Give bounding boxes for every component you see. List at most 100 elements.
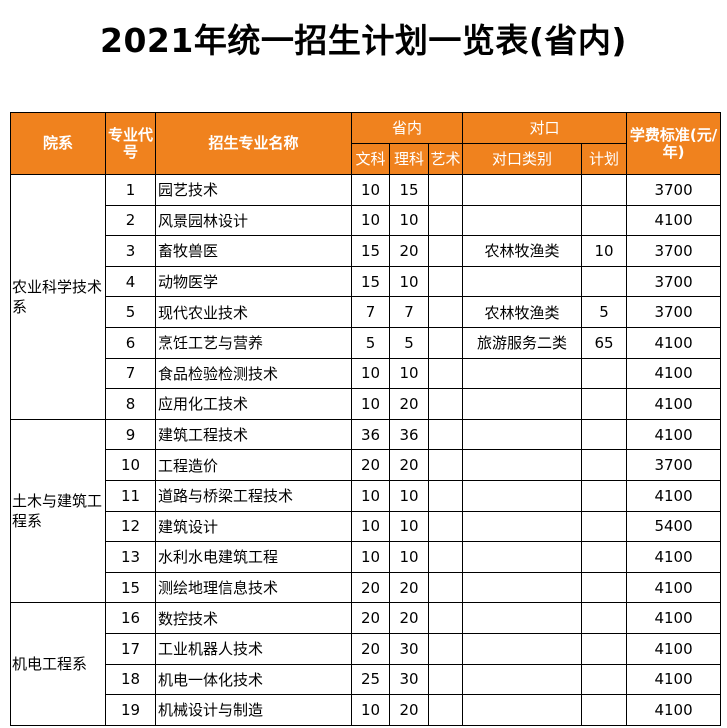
major-cell: 道路与桥梁工程技术 <box>155 479 352 512</box>
science-count-cell: 10 <box>389 479 429 512</box>
duikou-category-cell <box>462 418 583 451</box>
arts-count-cell: 7 <box>351 296 390 328</box>
header-arts: 文科 <box>351 143 390 175</box>
art-count-cell <box>427 204 464 237</box>
major-cell: 动物医学 <box>155 265 352 298</box>
duikou-category-cell <box>462 632 583 665</box>
code-cell: 5 <box>105 296 156 328</box>
arts-count-cell: 20 <box>351 449 390 481</box>
header-major: 招生专业名称 <box>155 112 352 175</box>
duikou-category-cell: 旅游服务二类 <box>462 326 583 359</box>
duikou-category-cell <box>462 663 583 696</box>
science-count-cell: 10 <box>389 357 429 390</box>
art-count-cell <box>427 388 464 420</box>
major-cell: 烹饪工艺与营养 <box>155 326 352 359</box>
arts-count-cell: 10 <box>351 541 390 573</box>
fee-cell: 4100 <box>626 388 722 420</box>
science-count-cell: 10 <box>389 541 429 573</box>
code-cell: 2 <box>105 204 156 237</box>
science-count-cell: 15 <box>389 174 429 206</box>
code-cell: 18 <box>105 663 156 696</box>
table-row: 5 现代农业技术 7 7 农林牧渔类 5 3700 <box>11 296 722 328</box>
fee-cell: 4100 <box>626 541 722 573</box>
code-cell: 12 <box>105 510 156 543</box>
header-art: 艺术 <box>427 143 464 175</box>
duikou-category-cell: 农林牧渔类 <box>462 235 583 267</box>
art-count-cell <box>427 174 464 206</box>
science-count-cell: 30 <box>389 632 429 665</box>
dept-cell: 农业科学技术系 <box>10 174 106 420</box>
art-count-cell <box>427 571 464 604</box>
duikou-category-cell <box>462 602 583 634</box>
fee-cell: 4100 <box>626 357 722 390</box>
fee-cell: 4100 <box>626 418 722 451</box>
major-cell: 现代农业技术 <box>155 296 352 328</box>
header-fee: 学费标准(元/年) <box>626 112 722 175</box>
duikou-category-cell <box>462 174 583 206</box>
arts-count-cell: 10 <box>351 204 390 237</box>
art-count-cell <box>427 296 464 328</box>
duikou-category-cell <box>462 204 583 237</box>
code-cell: 19 <box>105 694 156 726</box>
code-cell: 10 <box>105 449 156 481</box>
arts-count-cell: 10 <box>351 388 390 420</box>
table-row: 19 机械设计与制造 10 20 4100 <box>11 694 722 726</box>
enrollment-plan-table: 院系 专业代号 招生专业名称 省内 对口 学费标准(元/年) 文科 理科 艺术 … <box>10 112 722 726</box>
duikou-plan-cell <box>581 663 628 696</box>
duikou-category-cell <box>462 510 583 543</box>
table-row: 18 机电一体化技术 25 30 4100 <box>11 663 722 696</box>
duikou-category-cell <box>462 541 583 573</box>
fee-cell: 4100 <box>626 204 722 237</box>
code-cell: 17 <box>105 632 156 665</box>
art-count-cell <box>427 541 464 573</box>
arts-count-cell: 15 <box>351 235 390 267</box>
science-count-cell: 20 <box>389 694 429 726</box>
science-count-cell: 20 <box>389 449 429 481</box>
major-cell: 测绘地理信息技术 <box>155 571 352 604</box>
arts-count-cell: 10 <box>351 479 390 512</box>
major-cell: 园艺技术 <box>155 174 352 206</box>
duikou-category-cell <box>462 449 583 481</box>
duikou-plan-cell <box>581 204 628 237</box>
arts-count-cell: 36 <box>351 418 390 451</box>
table-row: 3 畜牧兽医 15 20 农林牧渔类 10 3700 <box>11 235 722 267</box>
duikou-plan-cell <box>581 632 628 665</box>
header-code: 专业代号 <box>105 112 156 175</box>
code-cell: 7 <box>105 357 156 390</box>
table-row: 2 风景园林设计 10 10 4100 <box>11 204 722 237</box>
table-row: 4 动物医学 15 10 3700 <box>11 265 722 298</box>
duikou-plan-cell: 65 <box>581 326 628 359</box>
code-cell: 13 <box>105 541 156 573</box>
art-count-cell <box>427 326 464 359</box>
code-cell: 11 <box>105 479 156 512</box>
code-cell: 15 <box>105 571 156 604</box>
major-cell: 风景园林设计 <box>155 204 352 237</box>
major-cell: 工业机器人技术 <box>155 632 352 665</box>
dept-cell: 机电工程系 <box>10 602 106 726</box>
arts-count-cell: 5 <box>351 326 390 359</box>
art-count-cell <box>427 663 464 696</box>
table-row: 10 工程造价 20 20 3700 <box>11 449 722 481</box>
duikou-plan-cell <box>581 602 628 634</box>
fee-cell: 5400 <box>626 510 722 543</box>
fee-cell: 4100 <box>626 479 722 512</box>
table-row: 农业科学技术系 1 园艺技术 10 15 3700 <box>10 174 722 420</box>
arts-count-cell: 10 <box>351 510 390 543</box>
duikou-category-cell: 农林牧渔类 <box>462 296 583 328</box>
art-count-cell <box>427 510 464 543</box>
duikou-plan-cell <box>581 357 628 390</box>
arts-count-cell: 25 <box>351 663 390 696</box>
fee-cell: 3700 <box>626 235 722 267</box>
table-row: 土木与建筑工程系 9 建筑工程技术 36 36 4100 <box>10 418 722 604</box>
table-row: 7 食品检验检测技术 10 10 4100 <box>11 357 722 390</box>
code-cell: 3 <box>105 235 156 267</box>
code-cell: 1 <box>105 174 156 206</box>
science-count-cell: 20 <box>389 571 429 604</box>
major-cell: 机电一体化技术 <box>155 663 352 696</box>
science-count-cell: 7 <box>389 296 429 328</box>
duikou-plan-cell <box>581 174 628 206</box>
duikou-category-cell <box>462 571 583 604</box>
art-count-cell <box>427 418 464 451</box>
major-cell: 数控技术 <box>155 602 352 634</box>
fee-cell: 3700 <box>626 449 722 481</box>
